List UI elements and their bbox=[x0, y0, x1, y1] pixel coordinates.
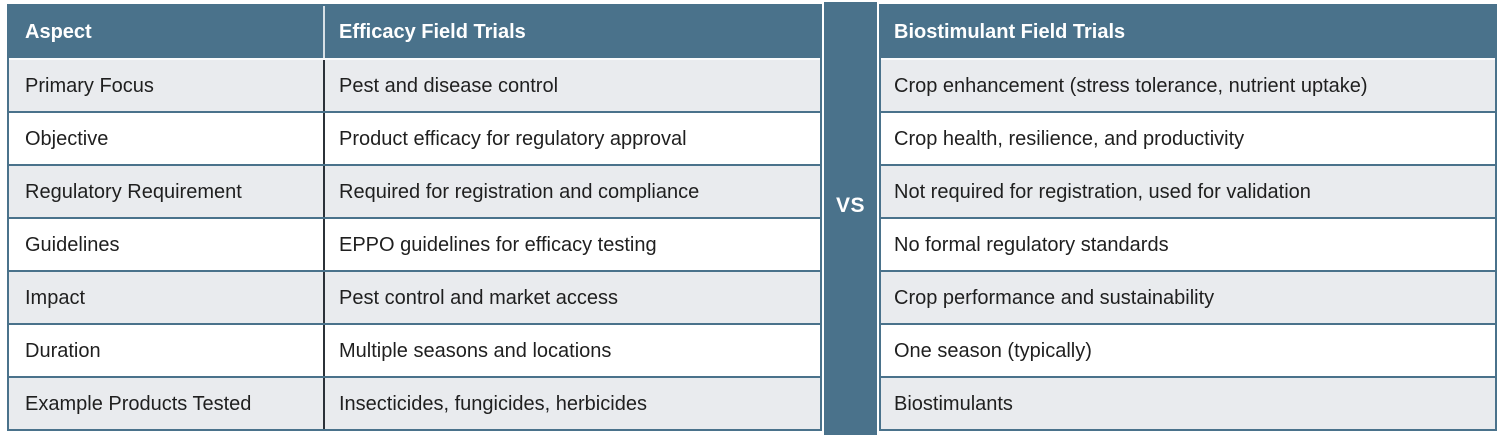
table-row: Biostimulants bbox=[881, 376, 1495, 429]
table-row: Regulatory Requirement Required for regi… bbox=[9, 164, 820, 217]
biostimulant-value-cell: Crop enhancement (stress tolerance, nutr… bbox=[894, 74, 1368, 97]
aspect-cell: Duration bbox=[9, 325, 325, 376]
biostimulant-value-cell: Not required for registration, used for … bbox=[894, 180, 1311, 203]
table-row: Impact Pest control and market access bbox=[9, 270, 820, 323]
efficacy-value-cell: Required for registration and compliance bbox=[339, 180, 700, 203]
aspect-cell: Impact bbox=[9, 272, 325, 323]
biostimulant-value-cell: Biostimulants bbox=[894, 392, 1013, 415]
efficacy-value-cell: EPPO guidelines for efficacy testing bbox=[339, 233, 657, 256]
aspect-cell: Example Products Tested bbox=[9, 378, 325, 429]
biostimulant-value-cell: One season (typically) bbox=[894, 339, 1092, 362]
aspect-cell: Primary Focus bbox=[9, 60, 325, 111]
header-cell-efficacy: Efficacy Field Trials bbox=[339, 21, 526, 43]
biostimulant-table: Biostimulant Field Trials Crop enhanceme… bbox=[879, 4, 1497, 431]
table-row: No formal regulatory standards bbox=[881, 217, 1495, 270]
aspect-cell: Objective bbox=[9, 113, 325, 164]
header-cell-biostimulant: Biostimulant Field Trials bbox=[894, 21, 1126, 43]
efficacy-table-header-row: Aspect Efficacy Field Trials bbox=[9, 6, 820, 58]
efficacy-value-cell: Multiple seasons and locations bbox=[339, 339, 612, 362]
efficacy-value-cell: Pest and disease control bbox=[339, 74, 559, 97]
table-row: Not required for registration, used for … bbox=[881, 164, 1495, 217]
table-row: Guidelines EPPO guidelines for efficacy … bbox=[9, 217, 820, 270]
table-row: Primary Focus Pest and disease control bbox=[9, 58, 820, 111]
vs-divider: VS bbox=[824, 2, 877, 435]
aspect-cell: Regulatory Requirement bbox=[9, 166, 325, 217]
table-row: One season (typically) bbox=[881, 323, 1495, 376]
table-row: Crop performance and sustainability bbox=[881, 270, 1495, 323]
table-row: Crop health, resilience, and productivit… bbox=[881, 111, 1495, 164]
aspect-cell: Guidelines bbox=[9, 219, 325, 270]
table-row: Objective Product efficacy for regulator… bbox=[9, 111, 820, 164]
biostimulant-value-cell: Crop health, resilience, and productivit… bbox=[894, 127, 1245, 150]
biostimulant-table-header-row: Biostimulant Field Trials bbox=[881, 6, 1495, 58]
biostimulant-value-cell: Crop performance and sustainability bbox=[894, 286, 1215, 309]
header-cell-aspect: Aspect bbox=[9, 6, 325, 58]
efficacy-value-cell: Product efficacy for regulatory approval bbox=[339, 127, 687, 150]
table-row: Duration Multiple seasons and locations bbox=[9, 323, 820, 376]
efficacy-table: Aspect Efficacy Field Trials Primary Foc… bbox=[7, 4, 822, 431]
biostimulant-value-cell: No formal regulatory standards bbox=[894, 233, 1169, 256]
vs-label: VS bbox=[835, 193, 865, 217]
efficacy-value-cell: Insecticides, fungicides, herbicides bbox=[339, 392, 647, 415]
efficacy-value-cell: Pest control and market access bbox=[339, 286, 619, 309]
table-row: Example Products Tested Insecticides, fu… bbox=[9, 376, 820, 429]
table-row: Crop enhancement (stress tolerance, nutr… bbox=[881, 58, 1495, 111]
